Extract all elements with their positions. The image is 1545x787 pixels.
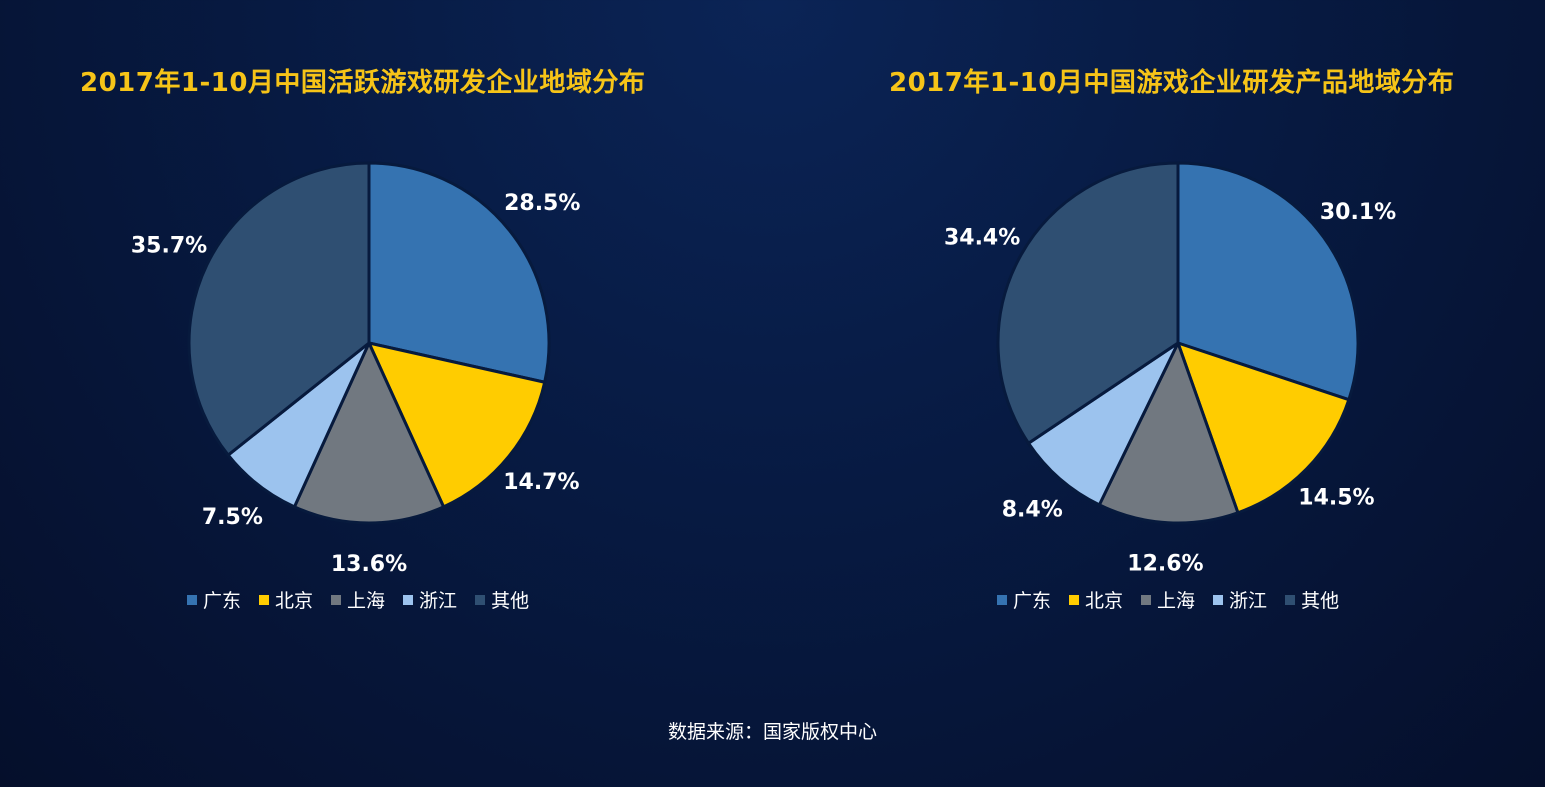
- legend-swatch: [259, 594, 270, 605]
- data-source-note: 数据来源：国家版权中心: [667, 721, 877, 743]
- legend-label: 北京: [1085, 590, 1124, 612]
- pie-slice-zhejiang: [1026, 341, 1180, 507]
- legend-label: 其他: [491, 590, 530, 612]
- legend-swatch: [1213, 594, 1224, 605]
- legend-item-beijing: 北京: [1069, 586, 1123, 613]
- pie-slice-shanghai: [1097, 341, 1240, 525]
- legend-swatch: [187, 594, 197, 605]
- pie-chart: 28.5% 14.7% 13.6% 7.5% 35.7%: [131, 161, 580, 577]
- pie-slice-others: [996, 161, 1180, 445]
- legend-item-guangdong: 广东: [187, 586, 241, 613]
- chart-panel-right: 2017年1-10月中国游戏企业研发产品地域分布 30.1% 14.5% 12.6%…: [800, 0, 1545, 640]
- data-label-guangdong: 30.1%: [1320, 200, 1396, 225]
- legend-swatch: [1069, 594, 1080, 605]
- legend-item-shanghai: 上海: [331, 586, 385, 613]
- chart-title: 2017年1-10月中国游戏企业研发产品地域分布: [889, 68, 1455, 98]
- legend-swatch: [331, 594, 342, 605]
- legend: 广东 北京 上海 浙江 其他: [997, 586, 1339, 613]
- data-label-others: 35.7%: [131, 234, 207, 259]
- data-label-guangdong: 28.5%: [504, 191, 580, 216]
- legend-swatch: [1141, 594, 1152, 605]
- legend-swatch: [403, 594, 414, 605]
- legend-label: 浙江: [1229, 590, 1268, 612]
- legend: 广东 北京 上海 浙江 其他: [187, 586, 529, 613]
- legend-item-shanghai: 上海: [1141, 586, 1195, 613]
- data-label-shanghai: 12.6%: [1127, 552, 1203, 577]
- pie-slice-beijing: [1176, 341, 1351, 515]
- legend-item-others: 其他: [1285, 586, 1339, 613]
- chart-panel-left: 2017年1-10月中国活跃游戏研发企业地域分布 28.5% 14.7% 13.6%…: [0, 0, 772, 640]
- data-label-others: 34.4%: [944, 226, 1020, 251]
- data-label-zhejiang: 7.5%: [202, 505, 263, 530]
- legend-swatch: [997, 594, 1007, 605]
- data-label-zhejiang: 8.4%: [1002, 497, 1063, 522]
- data-label-beijing: 14.5%: [1298, 485, 1374, 510]
- legend-label: 其他: [1301, 590, 1340, 612]
- pie-slice-guangdong: [367, 161, 551, 384]
- legend-label: 浙江: [419, 590, 458, 612]
- legend-item-zhejiang: 浙江: [1213, 586, 1267, 613]
- pie-chart: 30.1% 14.5% 12.6% 8.4% 34.4%: [944, 161, 1396, 577]
- legend-label: 广东: [1013, 590, 1052, 612]
- data-label-shanghai: 13.6%: [331, 552, 407, 577]
- legend-label: 上海: [1157, 590, 1196, 612]
- data-label-beijing: 14.7%: [503, 470, 579, 495]
- pie-slice-guangdong: [1176, 161, 1360, 402]
- legend-swatch: [475, 594, 486, 605]
- pie-slice-beijing: [367, 341, 547, 509]
- legend-swatch: [1285, 594, 1296, 605]
- legend-item-beijing: 北京: [259, 586, 313, 613]
- pie-slice-others: [187, 161, 371, 457]
- legend-label: 北京: [275, 590, 314, 612]
- pie-slice-shanghai: [292, 341, 446, 525]
- legend-item-others: 其他: [475, 586, 529, 613]
- legend-label: 上海: [347, 590, 386, 612]
- legend-label: 广东: [203, 590, 242, 612]
- chart-title: 2017年1-10月中国活跃游戏研发企业地域分布: [80, 68, 646, 98]
- legend-item-guangdong: 广东: [997, 586, 1051, 613]
- legend-item-zhejiang: 浙江: [403, 586, 457, 613]
